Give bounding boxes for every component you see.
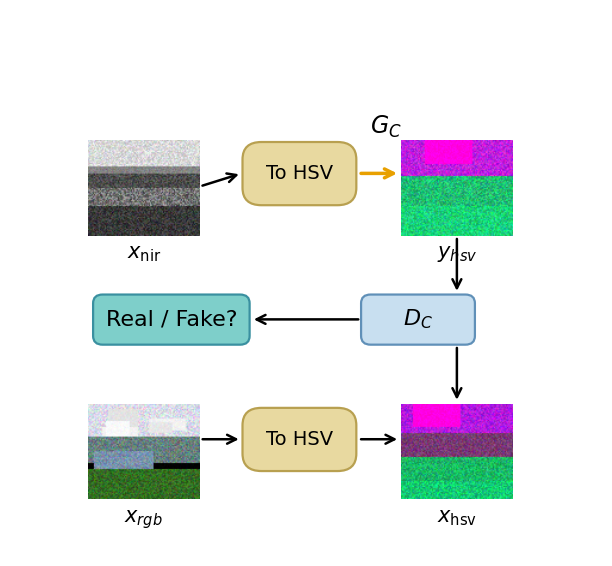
FancyBboxPatch shape (242, 142, 356, 205)
FancyBboxPatch shape (93, 294, 250, 345)
Text: $x_{\mathrm{nir}}$: $x_{\mathrm{nir}}$ (127, 245, 161, 264)
FancyBboxPatch shape (242, 408, 356, 471)
Text: $G_C$: $G_C$ (370, 114, 401, 140)
Text: $D_C$: $D_C$ (403, 308, 433, 332)
FancyBboxPatch shape (361, 294, 475, 345)
Text: Real / Fake?: Real / Fake? (106, 310, 237, 329)
Text: To HSV: To HSV (266, 164, 333, 183)
Text: $x_{\mathrm{hsv}}$: $x_{\mathrm{hsv}}$ (437, 508, 477, 528)
Text: $y_{hsv}$: $y_{hsv}$ (436, 245, 477, 264)
Text: $x_{rgb}$: $x_{rgb}$ (124, 508, 163, 531)
Text: To HSV: To HSV (266, 430, 333, 449)
